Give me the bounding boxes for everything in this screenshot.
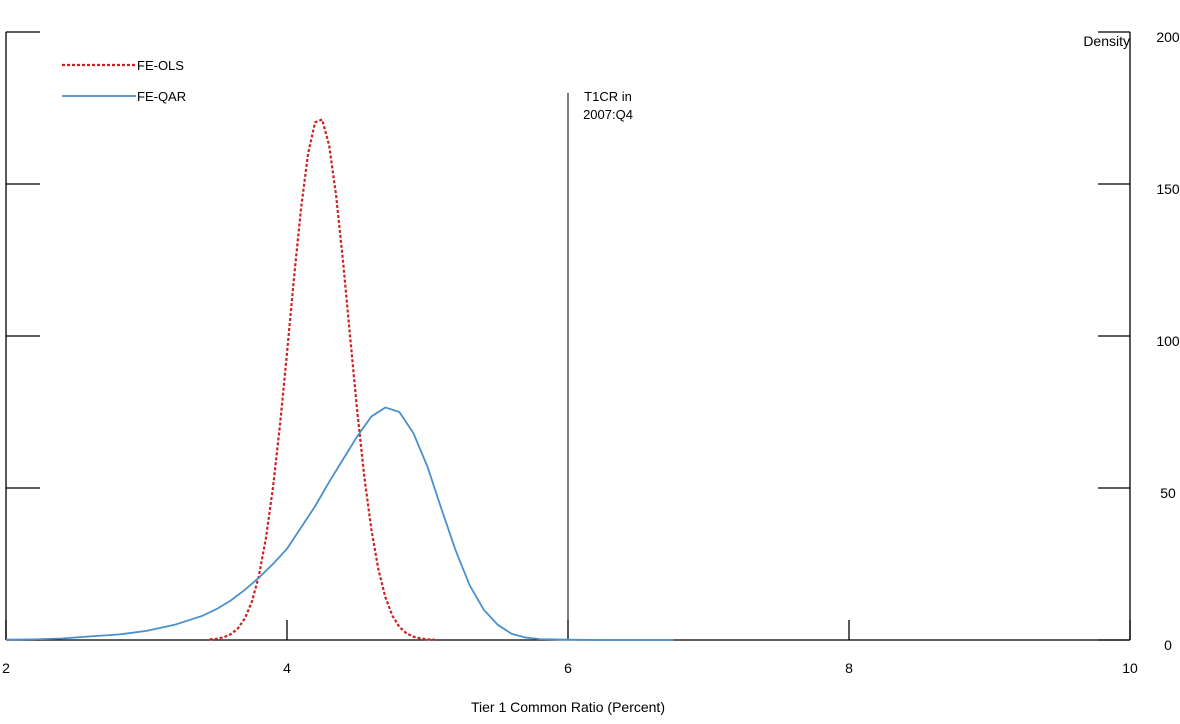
data-line <box>209 118 435 641</box>
legend-label: FE-QAR <box>137 89 186 104</box>
x-tick-label: 4 <box>283 660 291 676</box>
reference-label: T1CR in <box>584 89 632 104</box>
x-tick-label: 6 <box>564 660 572 676</box>
reference-label: 2007:Q4 <box>583 107 633 122</box>
data-line <box>5 406 674 641</box>
y-axis-label: Density <box>1083 33 1130 49</box>
y-tick-label: 100 <box>1156 333 1180 349</box>
y-tick-label: 50 <box>1160 485 1176 501</box>
y-tick-label: 200 <box>1156 29 1180 45</box>
x-tick-label: 2 <box>2 660 10 676</box>
x-tick-label: 10 <box>1122 660 1138 676</box>
legend-label: FE-OLS <box>137 58 184 73</box>
x-axis-label: Tier 1 Common Ratio (Percent) <box>471 699 665 715</box>
y-tick-label: 0 <box>1164 637 1172 653</box>
x-tick-label: 8 <box>845 660 853 676</box>
y-tick-label: 150 <box>1156 181 1180 197</box>
